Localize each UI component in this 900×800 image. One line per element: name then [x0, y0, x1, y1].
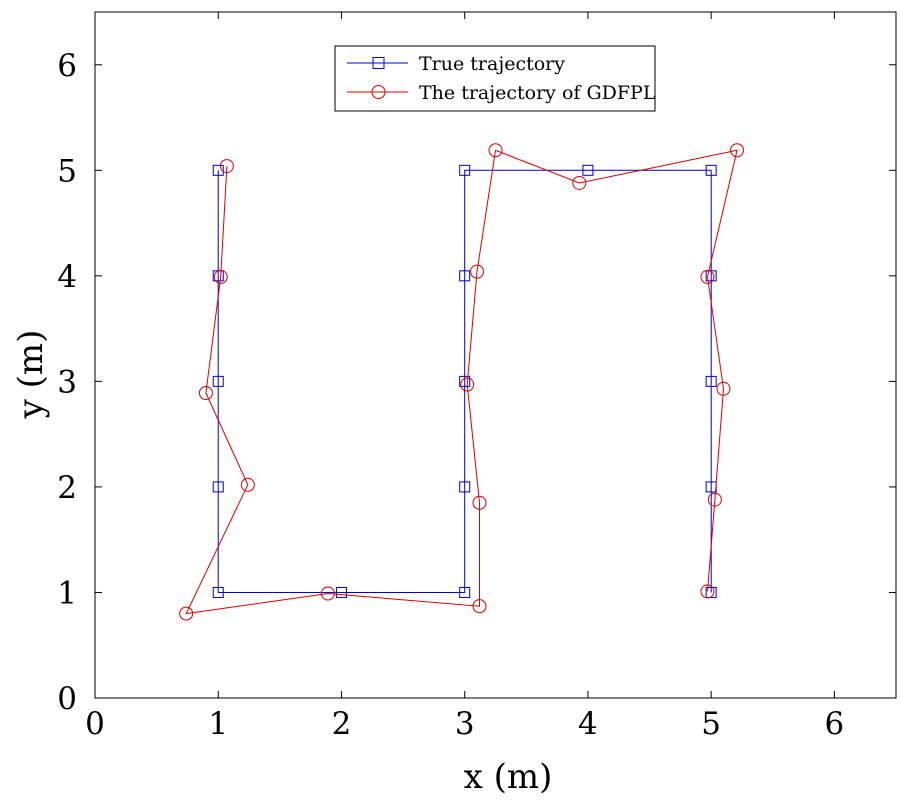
axis-ticks: 0 1 2 3 4 5 6 0 1 2 3 4 5 6 — [57, 12, 896, 742]
plot-frame — [94, 11, 897, 699]
y-tick-label: 3 — [57, 364, 77, 400]
x-tick-label: 6 — [825, 706, 845, 742]
series-gdfpl-trajectory — [179, 143, 745, 621]
x-tick-label: 3 — [455, 706, 475, 742]
gdfpl-trajectory-point — [572, 175, 587, 190]
true-trajectory-point — [212, 375, 224, 387]
true-trajectory-point — [705, 164, 717, 176]
y-tick-label: 5 — [57, 153, 77, 189]
gdfpl-trajectory-point — [700, 269, 715, 284]
gdfpl-trajectory-point — [198, 385, 213, 400]
true-trajectory-point — [459, 375, 471, 387]
x-tick-label: 2 — [332, 706, 352, 742]
gdfpl-trajectory-point — [470, 264, 485, 279]
gdfpl-trajectory-point — [472, 495, 487, 510]
gdfpl-trajectory-point — [179, 606, 194, 621]
true-trajectory-point — [459, 481, 471, 493]
true-trajectory-point — [335, 586, 347, 598]
x-tick-label: 1 — [208, 706, 228, 742]
y-tick-label: 2 — [57, 470, 77, 506]
true-trajectory-point — [212, 481, 224, 493]
true-trajectory-point — [212, 164, 224, 176]
true-trajectory-point — [459, 164, 471, 176]
gdfpl-trajectory-point — [240, 477, 255, 492]
x-axis-label: x (m) — [464, 757, 553, 797]
gdfpl-trajectory-point — [716, 381, 731, 396]
y-tick-label: 0 — [57, 681, 77, 717]
legend: True trajectory The trajectory of GDFPL — [334, 45, 656, 112]
gdfpl-trajectory-point — [700, 584, 715, 599]
legend-marker-circle — [371, 85, 386, 99]
gdfpl-trajectory-point — [730, 143, 745, 158]
true-trajectory-point — [705, 375, 717, 387]
x-tick-label: 5 — [701, 706, 721, 742]
gdfpl-trajectory-point — [707, 492, 722, 507]
y-axis-label: y (m) — [11, 330, 51, 420]
series-layer — [179, 143, 745, 621]
gdfpl-trajectory-point — [472, 599, 487, 614]
true-trajectory-point — [459, 270, 471, 282]
true-trajectory-point — [582, 164, 594, 176]
gdfpl-trajectory-point — [460, 377, 475, 392]
x-tick-label: 0 — [85, 706, 105, 742]
y-tick-label: 6 — [57, 48, 77, 84]
legend-label-true: True trajectory — [419, 53, 565, 75]
gdfpl-trajectory-line — [185, 149, 738, 615]
gdfpl-trajectory-point — [488, 143, 503, 158]
y-tick-label: 1 — [57, 575, 77, 611]
true-trajectory-point — [212, 586, 224, 598]
legend-marker-square — [372, 57, 385, 69]
gdfpl-trajectory-point — [213, 269, 228, 284]
y-tick-label: 4 — [57, 259, 77, 295]
series-true-trajectory — [212, 164, 717, 598]
true-trajectory-point — [459, 586, 471, 598]
true-trajectory-line — [217, 169, 712, 593]
true-trajectory-point — [705, 586, 717, 598]
x-tick-label: 4 — [578, 706, 598, 742]
gdfpl-trajectory-point — [219, 159, 234, 174]
true-trajectory-point — [705, 270, 717, 282]
gdfpl-trajectory-point — [320, 586, 335, 601]
legend-box — [334, 45, 656, 112]
legend-label-gdfpl: The trajectory of GDFPL — [419, 82, 656, 104]
